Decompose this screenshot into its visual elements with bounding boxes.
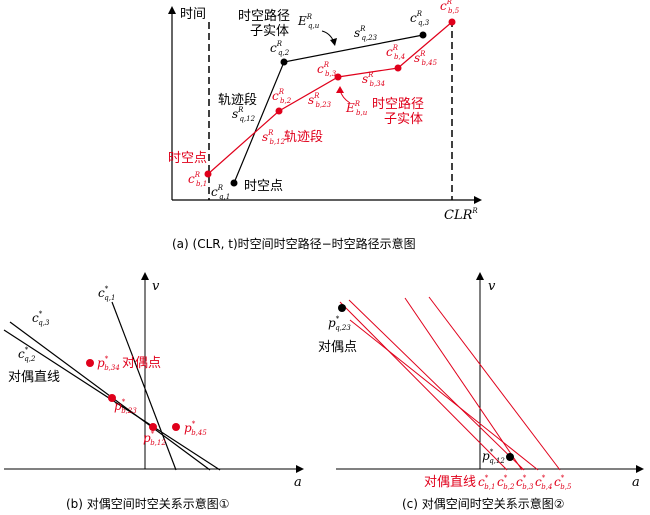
panel-a-y-label: 时间: [180, 7, 206, 22]
b-point-1-label: cR b,1: [188, 171, 207, 188]
dual-point-b12: [149, 423, 157, 431]
dual-line-b4: [404, 297, 523, 471]
dual-line-q1-label: c* q,1: [98, 285, 115, 302]
q-point-2-marker: [280, 58, 288, 66]
q-entity-symbol: ER q,u: [297, 13, 320, 30]
b-point-3-marker: [334, 73, 342, 81]
point-label-red: 时空点: [168, 151, 207, 166]
q-seg-12-label: sR q,12: [232, 106, 256, 123]
dual-line-b5: [428, 296, 561, 471]
b-point-1-marker: [204, 170, 212, 178]
b-point-5-label: cR b,5: [440, 0, 460, 15]
q-point-1-marker: [230, 179, 238, 187]
b-entity-title-1: 时空路径: [372, 96, 424, 112]
panel-c-y-label: v: [488, 279, 496, 294]
dual-point-b45-label: p* b,45: [184, 420, 207, 437]
b-seg-45-label: sR b,45: [414, 50, 438, 67]
traj-label-red: 轨迹段: [284, 130, 323, 145]
b-seg-23-label: sR b,23: [308, 92, 332, 109]
dual-line-q3-label: c* q,3: [32, 310, 50, 327]
q-entity-arrowhead: [330, 38, 337, 46]
q-entity-title-2: 子实体: [250, 24, 289, 39]
panel-b-y-label: v: [152, 279, 160, 294]
dual-line-b3-label: c* b,3: [516, 474, 534, 491]
dual-line-b2: [348, 299, 525, 471]
dual-line-b3: [349, 319, 539, 471]
b-entity-arrowhead: [336, 86, 344, 93]
b-seg-34-label: sR b,34: [362, 71, 385, 88]
panel-b: v a c* q,1 c* q,3 c* q,2 对偶直线 p* b,34 对偶点 p*…: [3, 272, 304, 511]
traj-label-black: 轨迹段: [218, 93, 257, 108]
dual-point-b45: [172, 423, 180, 431]
b-point-2-marker: [275, 107, 283, 115]
q-point-2-label: cR q,2: [270, 40, 290, 57]
panel-c-x-label: a: [632, 475, 640, 490]
panel-a-caption: (a) (CLR, t)时空间时空路径−时空路径示意图: [172, 236, 416, 251]
q-seg-23-label: sR q,23: [354, 25, 378, 42]
panel-c-caption: (c) 对偶空间时空关系示意图②: [402, 496, 565, 511]
dual-line-b2-label: c* b,2: [497, 474, 515, 491]
panel-b-x-label: a: [294, 475, 302, 490]
dual-point-label-b: 对偶点: [122, 356, 161, 371]
dual-point-b34: [86, 359, 94, 367]
b-seg-12-label: sR b,12: [262, 129, 286, 146]
q-point-3-marker: [419, 31, 427, 39]
q-point-3-label: cR q,3: [410, 10, 430, 27]
dual-point-q23-label: p* q,23: [328, 315, 351, 332]
dual-point-q23: [338, 304, 346, 312]
dual-line-q2-label: c* q,2: [18, 346, 36, 363]
dual-point-label-c: 对偶点: [318, 340, 357, 355]
b-point-4-label: cR b,4: [386, 44, 405, 61]
dual-point-b23: [108, 394, 116, 402]
panel-a-x-label: CLRR: [444, 207, 478, 223]
panel-a: 时间 CLRR cR q,1 cR q,2 cR q,3 时空点: [168, 0, 482, 251]
dual-point-b34-label: p* b,34: [97, 355, 120, 372]
dual-line-b1-label: c* b,1: [478, 474, 495, 491]
dual-line-b1: [339, 301, 508, 471]
b-entity-title-2: 子实体: [384, 112, 423, 127]
b-point-4-marker: [394, 64, 402, 72]
b-point-5-marker: [448, 18, 456, 26]
point-label-black: 时空点: [244, 179, 283, 194]
dual-line-q1: [111, 301, 177, 471]
dual-line-label-b: 对偶直线: [8, 370, 60, 385]
dual-line-label-c: 对偶直线: [424, 475, 476, 490]
dual-point-b23-label: p* b,23: [114, 398, 137, 415]
dual-line-b4-label: c* b,4: [535, 474, 552, 491]
q-entity-title-1: 时空路径: [238, 8, 290, 24]
b-entity-symbol: ER b,u: [345, 100, 368, 117]
dual-point-q12-label: p* q,12: [482, 448, 505, 465]
dual-point-q12: [506, 453, 514, 461]
b-point-2-label: cR b,2: [272, 88, 292, 105]
q-point-1-label: cR q,1: [211, 184, 230, 201]
panel-b-caption: (b) 对偶空间时空关系示意图①: [66, 496, 230, 511]
panel-c: v a p* q,23 对偶点 p* q,12 对偶直线 c* b,1 c* b,2: [318, 272, 644, 511]
b-point-3-label: cR b,3: [317, 61, 337, 78]
dual-point-b12-label: p* b,12: [143, 430, 166, 447]
dual-line-b5-label: c* b,5: [554, 474, 572, 491]
